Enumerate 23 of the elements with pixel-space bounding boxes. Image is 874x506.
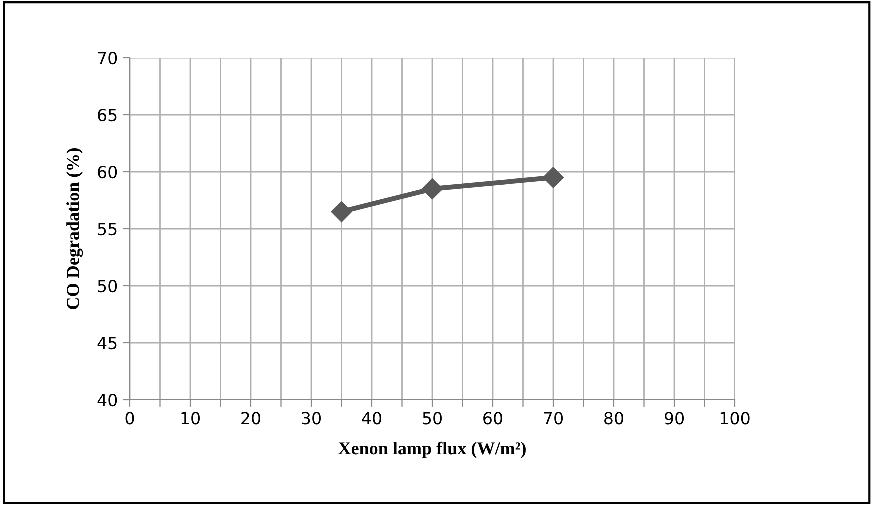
- x-tick-label: 50: [423, 412, 442, 425]
- y-tick-label: 45: [98, 337, 117, 350]
- x-tick-label: 100: [720, 412, 750, 425]
- point: [422, 178, 444, 200]
- x-tick-label: 20: [242, 412, 260, 425]
- x-tick-label: 30: [302, 412, 321, 425]
- x-tick-label: 60: [484, 412, 502, 425]
- y-tick-label: 65: [98, 108, 117, 122]
- y-tick-label: 70: [98, 52, 118, 65]
- y-tick-label: 40: [98, 394, 118, 407]
- y-tick-label: 60: [98, 166, 118, 179]
- point: [542, 167, 564, 188]
- y-axis-title: CO Degradation (%): [66, 148, 84, 310]
- x-tick-label: 10: [182, 412, 200, 425]
- x-tick-label: 80: [604, 412, 624, 425]
- x-tick-label: 40: [362, 412, 382, 425]
- x-tick-label: 0: [126, 412, 134, 425]
- y-tick-label: 55: [98, 223, 117, 236]
- x-axis-title: Xenon lamp flux (W/m²): [338, 442, 526, 458]
- y-tick-label: 50: [98, 280, 118, 293]
- point: [331, 201, 352, 222]
- x-tick-label: 70: [544, 412, 563, 425]
- x-tick-label: 90: [664, 412, 684, 425]
